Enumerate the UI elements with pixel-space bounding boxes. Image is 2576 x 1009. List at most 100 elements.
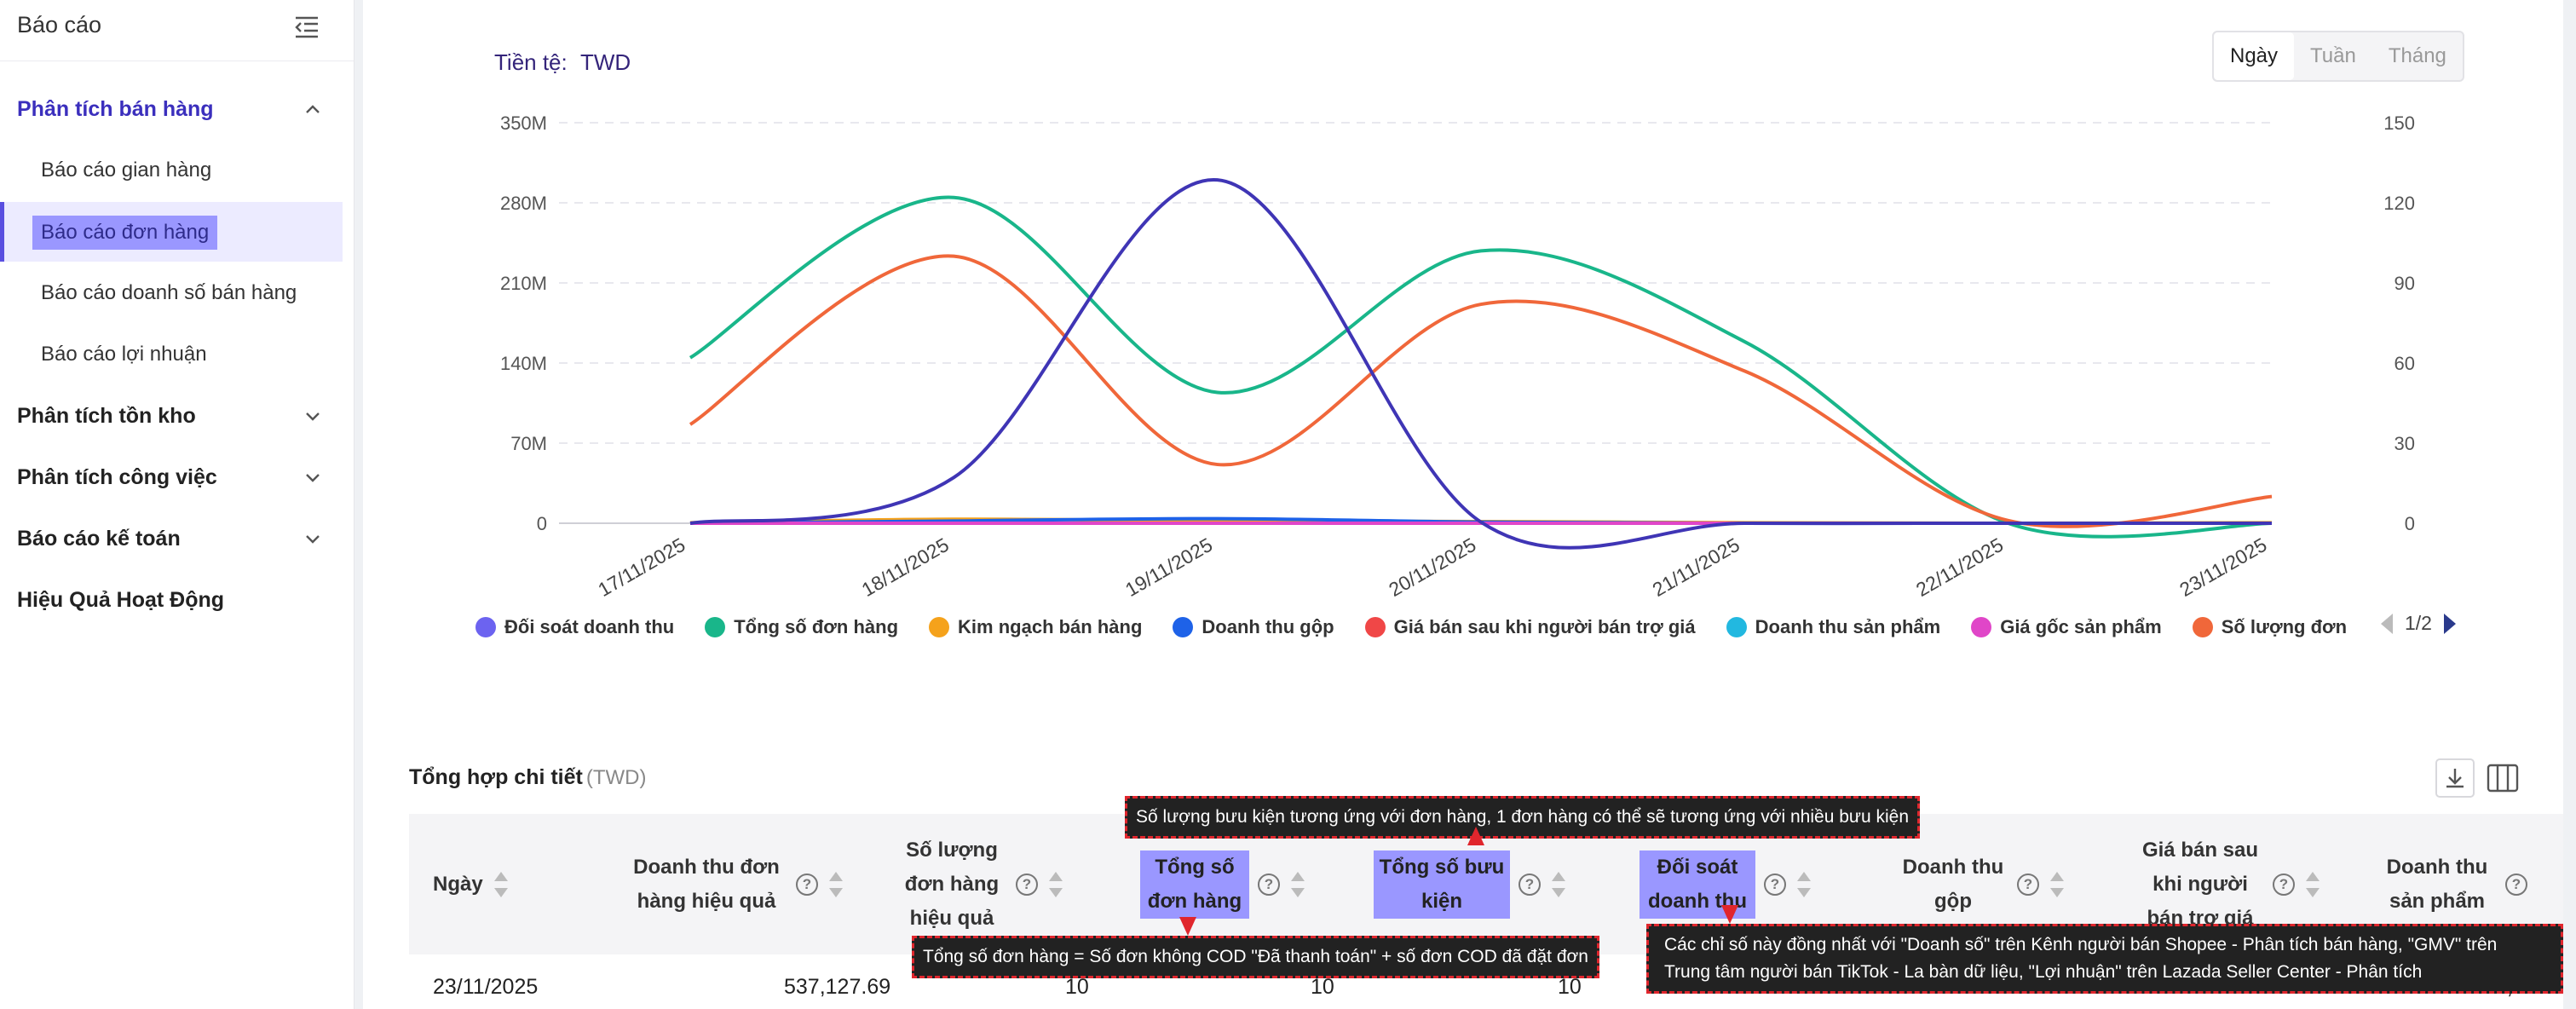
legend-label: Đối soát doanh thu xyxy=(504,616,675,637)
sidebar-group-sales-analysis[interactable]: Phân tích bán hàng xyxy=(17,97,214,121)
y-left-tick: 280M xyxy=(500,193,547,214)
legend-item[interactable]: Kim ngạch bán hàng xyxy=(929,616,1142,638)
help-icon[interactable]: ? xyxy=(796,873,818,896)
tooltip-reconcile-line2: Trung tâm người bán TikTok - La bàn dữ l… xyxy=(1664,962,2423,982)
help-icon[interactable]: ? xyxy=(2505,873,2527,896)
tooltip-packages: Số lượng bưu kiện tương ứng với đơn hàng… xyxy=(1125,796,1920,839)
sidebar-item-store-report[interactable]: Báo cáo gian hàng xyxy=(41,159,212,182)
sidebar-item-profit-report[interactable]: Báo cáo lợi nhuận xyxy=(41,343,207,366)
period-month-tab[interactable]: Tháng xyxy=(2388,44,2446,67)
legend-dot-icon xyxy=(2192,617,2213,637)
y-left-tick: 0 xyxy=(537,513,547,534)
currency-label: Tiền tệ: TWD xyxy=(494,49,631,76)
legend-pager: 1/2 xyxy=(2381,612,2456,635)
chevron-up-icon[interactable] xyxy=(303,99,323,119)
line-chart: 0 0 70M 30 140M 60 210M 90 280M 120 350M 150 17/11/2… xyxy=(500,112,2415,601)
legend-dot-icon xyxy=(1173,617,1194,637)
legend-item[interactable]: Tổng số đơn hàng xyxy=(705,616,898,638)
sort-icon[interactable] xyxy=(828,870,844,899)
legend-item[interactable]: Giá gốc sản phẩm xyxy=(1971,616,2162,638)
currency-caption: Tiền tệ: xyxy=(494,49,568,75)
sidebar-group-performance[interactable]: Hiệu Quả Hoạt Động xyxy=(17,588,225,612)
sidebar-group-inventory[interactable]: Phân tích tồn kho xyxy=(17,404,196,428)
col-total-packages-label: Tổng số bưu kiện xyxy=(1374,850,1510,919)
x-tick: 22/11/2025 xyxy=(1912,533,2007,601)
sort-icon[interactable] xyxy=(1290,870,1305,899)
chevron-down-icon[interactable] xyxy=(303,528,323,549)
tooltip-reconcile: Các chỉ số này đồng nhất với "Doanh số" … xyxy=(1646,924,2563,994)
series-line xyxy=(689,195,2273,539)
period-day-tab[interactable]: Ngày xyxy=(2214,32,2295,80)
main-panel: Tiền tệ: TWD Ngày Tuần Tháng 0 0 70M 30 140M… xyxy=(363,0,2563,1009)
y-left-tick: 210M xyxy=(500,273,547,294)
period-week-tab[interactable]: Tuần xyxy=(2310,44,2356,67)
y-left-tick: 70M xyxy=(510,433,547,454)
x-tick: 19/11/2025 xyxy=(1121,533,1216,601)
legend-item[interactable]: Doanh thu gộp xyxy=(1173,616,1334,638)
help-icon[interactable]: ? xyxy=(1764,873,1786,896)
legend-label: Giá bán sau khi người bán trợ giá xyxy=(1393,616,1696,637)
download-icon[interactable] xyxy=(2435,758,2475,798)
legend-prev-icon[interactable] xyxy=(2381,613,2393,634)
help-icon[interactable]: ? xyxy=(2273,873,2295,896)
y-right-tick: 90 xyxy=(2394,273,2415,294)
legend-dot-icon xyxy=(929,617,950,637)
x-tick: 20/11/2025 xyxy=(1385,533,1479,601)
help-icon[interactable]: ? xyxy=(1016,873,1038,896)
sort-icon[interactable] xyxy=(1048,870,1063,899)
y-right-tick: 0 xyxy=(2405,513,2415,534)
tooltip-orders: Tổng số đơn hàng = Số đơn không COD "Đã … xyxy=(912,936,1599,978)
tooltip-arrow xyxy=(1467,827,1484,845)
sidebar-item-order-report-label[interactable]: Báo cáo đơn hàng xyxy=(32,216,218,250)
chevron-down-icon[interactable] xyxy=(303,467,323,487)
sort-icon[interactable] xyxy=(2049,870,2065,899)
legend-label: Doanh thu sản phẩm xyxy=(1755,616,1941,637)
legend-item[interactable]: Số lượng đơn xyxy=(2192,616,2347,638)
legend-item[interactable]: Đối soát doanh thu xyxy=(475,616,674,638)
cell-total-orders: 10 xyxy=(1311,975,1334,999)
legend-dot-icon xyxy=(1364,617,1386,637)
sidebar-header: Báo cáo xyxy=(0,0,354,61)
sidebar-group-work[interactable]: Phân tích công việc xyxy=(17,465,217,489)
detail-table-title-text: Tổng hợp chi tiết xyxy=(409,765,583,789)
legend-next-icon[interactable] xyxy=(2443,613,2456,634)
col-date-label: Ngày xyxy=(433,872,483,896)
sort-icon[interactable] xyxy=(2305,870,2320,899)
col-total-orders[interactable]: Tổng số đơn hàng? xyxy=(1108,814,1338,954)
chevron-down-icon[interactable] xyxy=(303,406,323,426)
sidebar-group-accounting[interactable]: Báo cáo kế toán xyxy=(17,527,181,551)
cell-effective-revenue: 537,127.69 xyxy=(784,975,891,999)
col-effective-revenue-label: Doanh thu đơn hàng hiệu quả xyxy=(633,855,780,913)
cell-effective-orders: 10 xyxy=(1065,975,1089,999)
col-gross-revenue[interactable]: Doanh thu gộp? xyxy=(1858,814,2105,954)
sort-icon[interactable] xyxy=(1796,870,1812,899)
legend-label: Giá gốc sản phẩm xyxy=(2000,616,2162,637)
sidebar-item-sales-revenue-report[interactable]: Báo cáo doanh số bán hàng xyxy=(41,281,297,304)
help-icon[interactable]: ? xyxy=(2017,873,2039,896)
legend-item[interactable]: Doanh thu sản phẩm xyxy=(1726,616,1941,638)
columns-icon[interactable] xyxy=(2483,758,2522,798)
help-icon[interactable]: ? xyxy=(1258,873,1280,896)
legend-dot-icon xyxy=(705,617,726,637)
legend-item[interactable]: Giá bán sau khi người bán trợ giá xyxy=(1364,616,1696,638)
col-effective-orders[interactable]: Số lượng đơn hàng hiệu quả? xyxy=(869,814,1091,954)
tooltip-reconcile-line1: Các chỉ số này đồng nhất với "Doanh số" … xyxy=(1664,935,2498,954)
chart-legend: Đối soát doanh thu Tổng số đơn hàng Kim ng… xyxy=(475,612,2376,643)
legend-label: Doanh thu gộp xyxy=(1202,616,1334,637)
col-gross-revenue-label: Doanh thu gộp xyxy=(1902,855,2004,913)
sort-icon[interactable] xyxy=(1551,870,1566,899)
sidebar: Báo cáo Phân tích bán hàng Báo cáo gian … xyxy=(0,0,354,1009)
collapse-menu-icon[interactable] xyxy=(294,15,320,39)
col-date[interactable]: Ngày xyxy=(433,814,527,954)
legend-label: Kim ngạch bán hàng xyxy=(958,616,1143,637)
x-tick: 23/11/2025 xyxy=(2175,533,2270,601)
col-effective-revenue[interactable]: Doanh thu đơn hàng hiệu quả? xyxy=(607,814,862,954)
col-total-packages[interactable]: Tổng số bưu kiện? xyxy=(1346,814,1593,954)
help-icon[interactable]: ? xyxy=(1519,873,1541,896)
y-right-tick: 120 xyxy=(2383,193,2415,214)
detail-table-unit: (TWD) xyxy=(585,766,647,789)
sort-icon[interactable] xyxy=(493,870,509,899)
series-line xyxy=(689,178,2272,550)
col-product-revenue[interactable]: Doanh thu sản phẩm? xyxy=(2352,814,2553,954)
tooltip-arrow xyxy=(1179,917,1196,936)
